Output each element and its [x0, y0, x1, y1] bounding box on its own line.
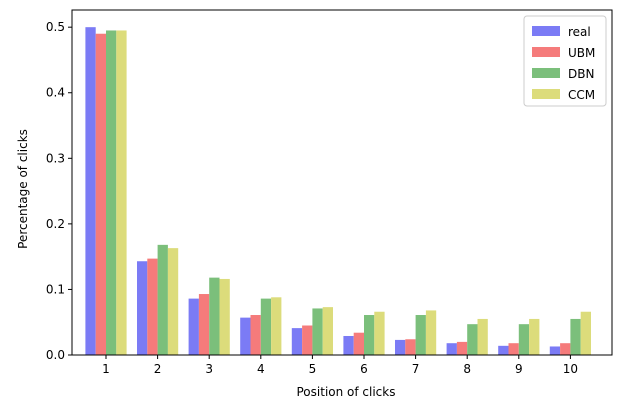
y-tick-label: 0.0	[46, 348, 65, 362]
x-tick-label: 10	[563, 362, 578, 376]
axes-group: 0.0 0.1 0.2 0.3 0.4 0.5 1 2 3 4 5 6 7 8 9 10	[46, 9, 613, 376]
bars-group	[85, 27, 591, 356]
bar-real-5	[291, 328, 303, 355]
x-tick-label: 6	[360, 362, 368, 376]
bar-ubm-4	[250, 315, 261, 355]
bar-ccm-1	[116, 30, 127, 356]
legend-swatch-ccm	[532, 89, 560, 99]
bar-real-8	[446, 343, 457, 355]
bar-real-2	[137, 261, 148, 355]
bar-dbn-2	[157, 244, 168, 355]
bar-real-3	[188, 298, 199, 355]
x-tick-label: 4	[257, 362, 265, 376]
bar-ubm-3	[198, 294, 210, 355]
bar-ubm-9	[508, 343, 519, 355]
x-tick-label: 7	[412, 362, 420, 376]
x-tick-label: 8	[463, 362, 471, 376]
x-tick-label: 1	[102, 362, 110, 376]
legend-box	[523, 15, 607, 107]
bar-dbn-10	[570, 318, 581, 355]
x-tick-label: 9	[515, 362, 523, 376]
bar-ubm-7	[405, 339, 416, 355]
legend-swatch-dbn	[532, 68, 560, 78]
bar-dbn-1	[106, 30, 117, 356]
bar-ubm-8	[456, 341, 468, 355]
bar-ccm-10	[580, 311, 591, 355]
bar-ccm-3	[219, 278, 230, 355]
bar-ccm-9	[529, 318, 540, 355]
bar-ccm-8	[477, 318, 488, 355]
y-tick-label: 0.5	[46, 20, 65, 34]
bar-real-4	[240, 317, 251, 355]
legend-label-ubm: UBM	[568, 46, 595, 60]
legend: real UBM DBN CCM	[523, 15, 607, 107]
bar-real-6	[343, 335, 354, 355]
bar-ccm-7	[425, 310, 437, 355]
bar-ccm-6	[374, 311, 385, 355]
bar-dbn-8	[467, 324, 478, 355]
bar-ccm-2	[167, 248, 179, 355]
x-tick-label: 3	[205, 362, 213, 376]
y-tick-label: 0.2	[46, 217, 65, 231]
x-tick-label: 5	[309, 362, 317, 376]
bar-dbn-7	[415, 315, 426, 355]
bar-ccm-5	[322, 307, 333, 355]
bar-ubm-5	[302, 325, 313, 355]
x-tick-label: 2	[154, 362, 162, 376]
bar-ubm-2	[147, 258, 158, 355]
y-tick-label: 0.1	[46, 282, 65, 296]
bar-ubm-10	[560, 343, 571, 355]
y-tick-label: 0.4	[46, 86, 65, 100]
bar-real-10	[549, 346, 561, 355]
legend-label-real: real	[568, 25, 591, 39]
bar-real-7	[395, 339, 406, 355]
bar-dbn-6	[364, 315, 375, 355]
y-axis-title: Percentage of clicks	[16, 129, 30, 249]
bar-real-1	[85, 27, 96, 356]
legend-label-ccm: CCM	[568, 88, 595, 102]
bar-dbn-3	[209, 277, 220, 355]
legend-label-dbn: DBN	[568, 67, 594, 81]
legend-swatch-real	[532, 26, 560, 36]
bar-dbn-5	[312, 308, 323, 355]
bar-ubm-1	[95, 33, 106, 355]
plot-frame	[71, 9, 613, 356]
bar-ccm-4	[271, 297, 282, 355]
bar-ubm-6	[353, 332, 364, 355]
bar-dbn-9	[518, 324, 530, 355]
bar-real-9	[498, 345, 509, 355]
y-tick-label: 0.3	[46, 151, 65, 165]
x-axis-title: Position of clicks	[297, 385, 396, 399]
legend-swatch-ubm	[532, 47, 560, 57]
bar-dbn-4	[260, 298, 272, 355]
